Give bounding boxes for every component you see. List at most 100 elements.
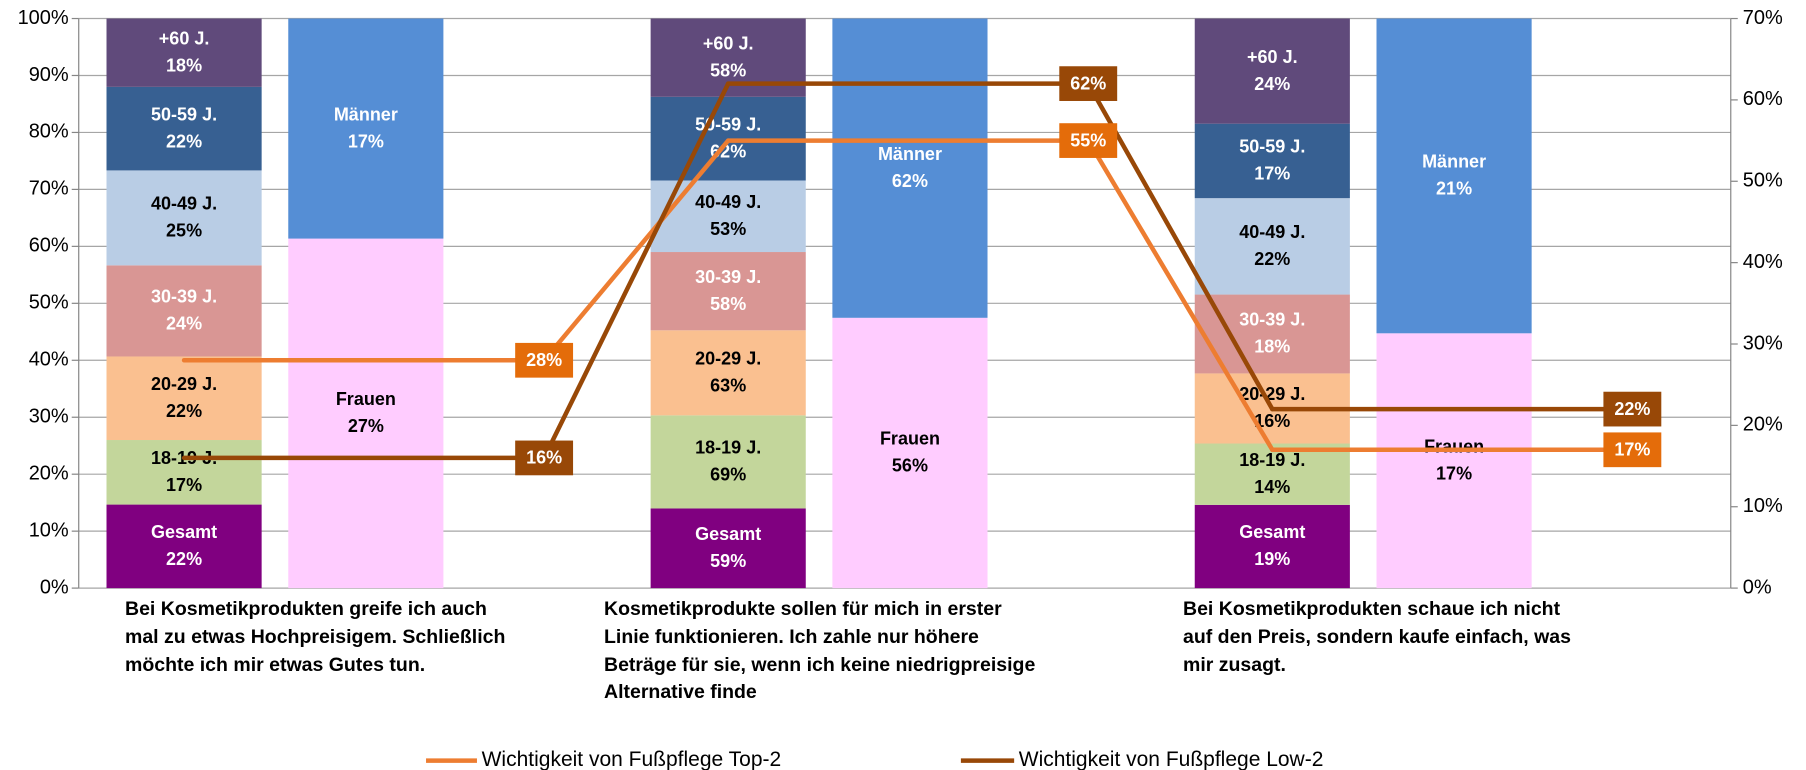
bar-segment — [1194, 443, 1350, 505]
y2-tick-label: 60% — [1743, 88, 1783, 110]
segment-name: +60 J. — [703, 33, 754, 53]
line-value-label: 55% — [1070, 130, 1106, 150]
segment-name: Männer — [334, 104, 398, 124]
line-connector — [541, 81, 731, 461]
y-tick-label: 90% — [29, 64, 69, 86]
segment-name: Frauen — [336, 389, 396, 409]
segment-name: Gesamt — [151, 522, 217, 542]
segment-name: 20-29 J. — [1239, 384, 1305, 404]
line-label-box — [515, 342, 574, 378]
segment-value-label: 22% — [1254, 249, 1290, 269]
bar-segment — [106, 504, 262, 589]
segment-value-label: 62% — [710, 141, 746, 161]
line-value-label: 22% — [1614, 399, 1650, 419]
line-label-box — [1059, 66, 1118, 101]
y2-tick-label: 30% — [1743, 332, 1783, 354]
y-tick-label: 20% — [29, 462, 69, 484]
bar-segment — [650, 252, 806, 331]
segment-name: 18-19 J. — [1239, 450, 1305, 470]
bar-segment — [832, 317, 988, 589]
bar-segment — [650, 508, 806, 589]
bar-segment — [832, 18, 988, 318]
y2-tick-label: 70% — [1743, 7, 1783, 29]
category-label: Bei Kosmetikprodukten schaue ich nicht a… — [1183, 598, 1571, 676]
y2-tick-label: 0% — [1743, 576, 1772, 598]
segment-name: 30-39 J. — [1239, 310, 1305, 330]
segment-name: 50-59 J. — [151, 104, 217, 124]
bar-segment — [1194, 18, 1350, 124]
segment-value-label: 17% — [348, 131, 384, 151]
line-label-box — [1603, 432, 1662, 468]
line-label-box — [1603, 391, 1662, 427]
bar-segment — [1194, 504, 1350, 589]
segment-name: Gesamt — [695, 524, 761, 544]
y-tick-label: 40% — [29, 349, 69, 371]
y2-tick-label: 50% — [1743, 170, 1783, 192]
segment-name: +60 J. — [159, 28, 210, 48]
segment-name: 50-59 J. — [1239, 137, 1305, 157]
segment-value-label: 24% — [1254, 74, 1290, 94]
segment-value-label: 63% — [710, 376, 746, 396]
y2-tick-label: 10% — [1743, 495, 1783, 517]
line-value-label: 17% — [1614, 440, 1650, 460]
line-connector — [1085, 138, 1275, 453]
segment-value-label: 16% — [1254, 411, 1290, 431]
segment-value-label: 24% — [166, 314, 202, 334]
y-tick-label: 70% — [29, 178, 69, 200]
segment-name: Männer — [878, 144, 942, 164]
segment-value-label: 21% — [1436, 179, 1472, 199]
segment-name: 30-39 J. — [695, 267, 761, 287]
legend-label: Wichtigkeit von Fußpflege Top-2 — [482, 748, 782, 770]
segment-name: +60 J. — [1247, 47, 1298, 67]
category-label: Kosmetikprodukte sollen für mich in erst… — [604, 598, 1036, 704]
segment-value-label: 22% — [166, 401, 202, 421]
segment-name: Frauen — [1424, 436, 1484, 456]
segment-name: 20-29 J. — [151, 374, 217, 394]
y2-tick-label: 40% — [1743, 251, 1783, 273]
bar-segment — [106, 86, 262, 171]
line-value-label: 28% — [526, 350, 562, 370]
y-tick-label: 100% — [18, 7, 69, 29]
segment-value-label: 58% — [710, 60, 746, 80]
segment-value-label: 19% — [1254, 549, 1290, 569]
segment-name: 30-39 J. — [151, 287, 217, 307]
segment-value-label: 62% — [892, 171, 928, 191]
legend-label: Wichtigkeit von Fußpflege Low-2 — [1019, 748, 1324, 770]
bar-segment — [1376, 18, 1532, 334]
line-label-box — [1059, 123, 1118, 158]
bar-segment — [106, 18, 262, 87]
segment-value-label: 22% — [166, 131, 202, 151]
segment-value-label: 58% — [710, 294, 746, 314]
segment-value-label: 53% — [710, 219, 746, 239]
segment-value-label: 56% — [892, 456, 928, 476]
bar-segment — [650, 415, 806, 509]
bar-segment — [106, 440, 262, 505]
segment-name: Frauen — [880, 429, 940, 449]
bar-segment — [106, 265, 262, 357]
segment-name: 18-19 J. — [695, 438, 761, 458]
segment-value-label: 27% — [348, 416, 384, 436]
bar-segment — [288, 238, 444, 589]
line-connector — [541, 138, 731, 363]
y-tick-label: 50% — [29, 292, 69, 314]
segment-value-label: 59% — [710, 551, 746, 571]
segment-value-label: 14% — [1254, 477, 1290, 497]
bar-segment — [1194, 198, 1350, 295]
bar-segment — [650, 330, 806, 416]
y-tick-label: 0% — [40, 576, 69, 598]
bar-segment — [106, 356, 262, 441]
line-connector — [1085, 81, 1275, 412]
category-label: Bei Kosmetikprodukten greife ich auch ma… — [125, 598, 506, 676]
bar-segment — [288, 18, 444, 239]
y-tick-label: 80% — [29, 121, 69, 143]
segment-value-label: 17% — [166, 475, 202, 495]
line-label-box — [515, 440, 574, 476]
bar-segment — [106, 170, 262, 266]
segment-name: Gesamt — [1239, 522, 1305, 542]
segment-value-label: 25% — [166, 221, 202, 241]
segment-name: Männer — [1422, 152, 1486, 172]
bar-segment — [1194, 123, 1350, 199]
segment-name: 20-29 J. — [695, 349, 761, 369]
segment-value-label: 69% — [710, 465, 746, 485]
